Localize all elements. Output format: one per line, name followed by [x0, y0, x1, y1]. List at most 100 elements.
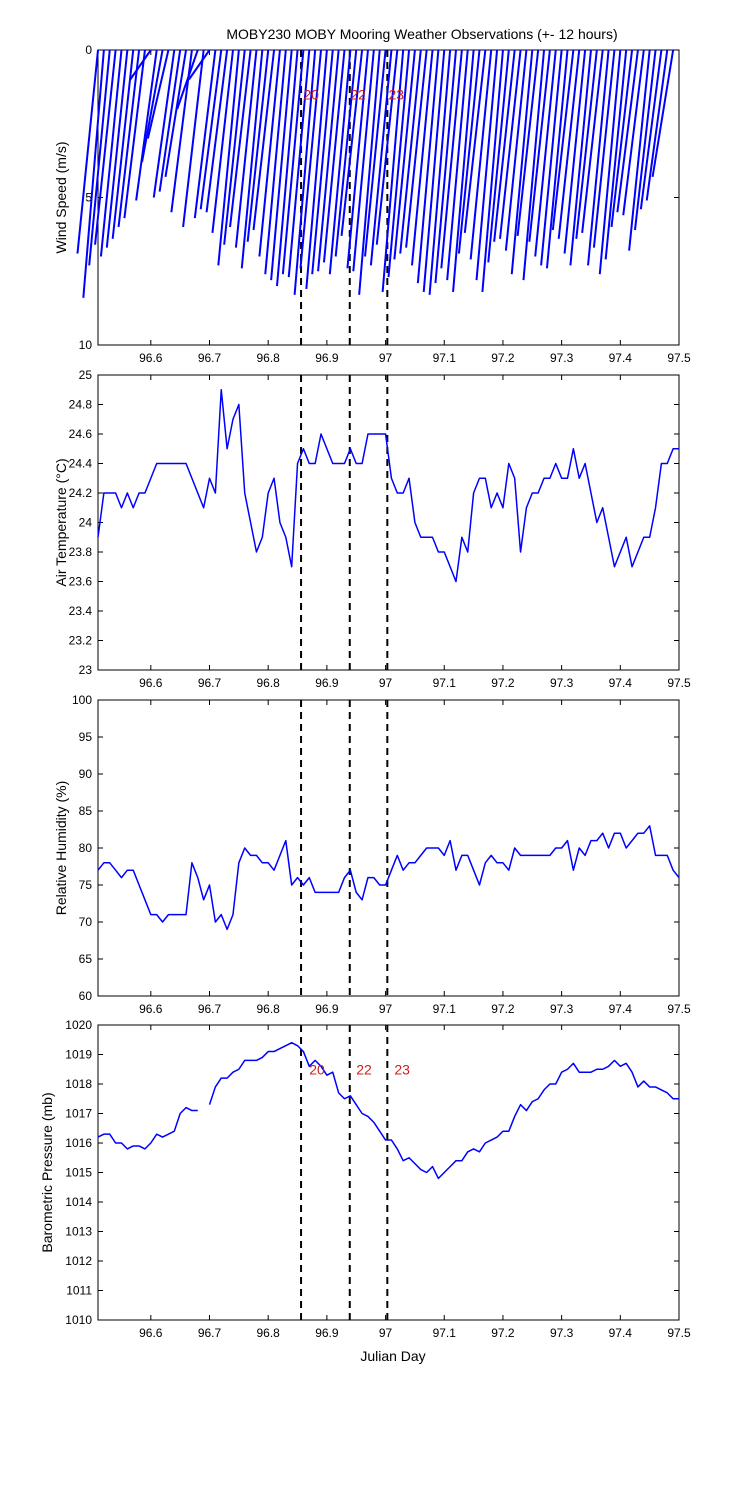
wind-stick — [575, 49, 598, 239]
y-tick-label: 1015 — [65, 1166, 92, 1180]
wind-stick — [158, 49, 182, 192]
wind-stick — [322, 49, 346, 263]
wind-stick — [557, 49, 581, 239]
wind-stick — [487, 49, 510, 263]
wind-stick — [76, 49, 99, 254]
x-tick-label: 96.9 — [315, 1326, 339, 1340]
event-marker-label: 22 — [350, 86, 366, 102]
y-axis-label: Relative Humidity (%) — [53, 781, 69, 916]
wind-stick — [328, 49, 352, 275]
wind-stick — [381, 49, 405, 292]
x-tick-label: 97.1 — [433, 676, 457, 690]
wind-stick — [440, 49, 463, 269]
y-axis-label: Air Temperature (°C) — [53, 458, 69, 586]
y-tick-label: 1017 — [65, 1107, 92, 1121]
y-tick-label: 60 — [79, 989, 93, 1003]
wind-stick — [463, 49, 487, 234]
wind-stick — [405, 49, 428, 248]
wind-stick — [534, 49, 557, 257]
wind-stick — [493, 49, 516, 242]
plot-frame — [97, 374, 680, 671]
x-tick-label: 96.6 — [139, 1326, 163, 1340]
wind-stick — [275, 49, 299, 287]
wind-stick — [141, 49, 164, 163]
wind-stick — [516, 49, 540, 236]
x-tick-label: 96.7 — [198, 1002, 222, 1016]
wind-stick — [434, 49, 457, 284]
x-tick-label: 97 — [379, 351, 393, 365]
wind-stick — [111, 49, 135, 239]
wind-stick — [117, 49, 141, 228]
x-tick-label: 97.3 — [550, 1002, 574, 1016]
series-line — [97, 825, 680, 931]
chart-title: MOBY230 MOBY Mooring Weather Observation… — [226, 26, 617, 42]
wind-stick — [129, 49, 152, 81]
wind-stick — [622, 49, 645, 216]
y-tick-label: 24.6 — [69, 427, 93, 441]
y-tick-label: 95 — [79, 730, 93, 744]
wind-stick — [299, 49, 323, 269]
y-axis-label: Wind Speed (m/s) — [53, 141, 69, 253]
x-tick-label: 97.5 — [667, 351, 691, 365]
wind-stick — [205, 49, 229, 213]
wind-stick — [369, 49, 393, 266]
wind-stick — [633, 49, 657, 231]
event-marker-label: 22 — [356, 1061, 372, 1077]
y-tick-label: 24 — [79, 516, 93, 530]
y-tick-label: 24.2 — [69, 486, 93, 500]
series-line — [97, 1106, 198, 1150]
wind-stick — [399, 49, 422, 254]
event-marker-label: 23 — [389, 86, 405, 102]
wind-stick — [346, 49, 369, 269]
wind-stick — [334, 49, 358, 257]
y-tick-label: 23.2 — [69, 634, 93, 648]
wind-stick — [188, 49, 211, 81]
event-marker-label: 23 — [394, 1061, 410, 1077]
x-tick-label: 97.3 — [550, 676, 574, 690]
x-tick-label: 97.3 — [550, 351, 574, 365]
wind-stick — [94, 49, 117, 245]
wind-stick — [581, 49, 604, 234]
wind-stick — [645, 49, 669, 201]
wind-stick — [528, 49, 551, 242]
wind-stick — [182, 49, 205, 228]
wind-stick — [499, 49, 522, 239]
wind-stick — [428, 49, 452, 295]
event-marker-label: 20 — [303, 86, 319, 102]
x-tick-label: 97.1 — [433, 351, 457, 365]
y-tick-label: 75 — [79, 878, 93, 892]
wind-stick — [305, 49, 328, 290]
wind-stick — [422, 49, 446, 292]
wind-stick — [452, 49, 475, 292]
wind-stick — [481, 49, 504, 292]
series-line — [208, 1041, 679, 1180]
wind-stick — [199, 49, 223, 210]
wind-stick — [416, 49, 440, 284]
wind-stick — [99, 49, 123, 257]
y-tick-label: 24.8 — [69, 398, 93, 412]
x-tick-label: 97 — [379, 1326, 393, 1340]
y-tick-label: 23.4 — [69, 604, 93, 618]
x-tick-label: 97.1 — [433, 1326, 457, 1340]
x-tick-label: 97.4 — [609, 1326, 633, 1340]
wind-stick — [252, 49, 276, 231]
wind-stick — [563, 49, 587, 254]
plot-frame — [97, 699, 680, 997]
wind-stick — [88, 49, 111, 266]
x-tick-label: 97.4 — [609, 1002, 633, 1016]
x-tick-label: 97.2 — [491, 676, 515, 690]
wind-stick — [164, 49, 188, 178]
wind-stick — [598, 49, 622, 275]
wind-stick — [311, 49, 334, 275]
wind-stick — [604, 49, 628, 260]
y-tick-label: 1014 — [65, 1195, 92, 1209]
wind-stick — [592, 49, 616, 248]
wind-stick — [628, 49, 651, 251]
wind-stick — [352, 49, 375, 272]
barometric-pressure-panel: 96.6 96.7 96.8 96.9 97 97.1 97.2 97.3 97.4 97.5 10… — [39, 1018, 691, 1340]
x-tick-label: 97.4 — [609, 351, 633, 365]
wind-stick — [410, 49, 434, 266]
wind-stick — [651, 49, 675, 178]
y-tick-label: 100 — [72, 693, 92, 707]
y-tick-label: 1016 — [65, 1136, 92, 1150]
